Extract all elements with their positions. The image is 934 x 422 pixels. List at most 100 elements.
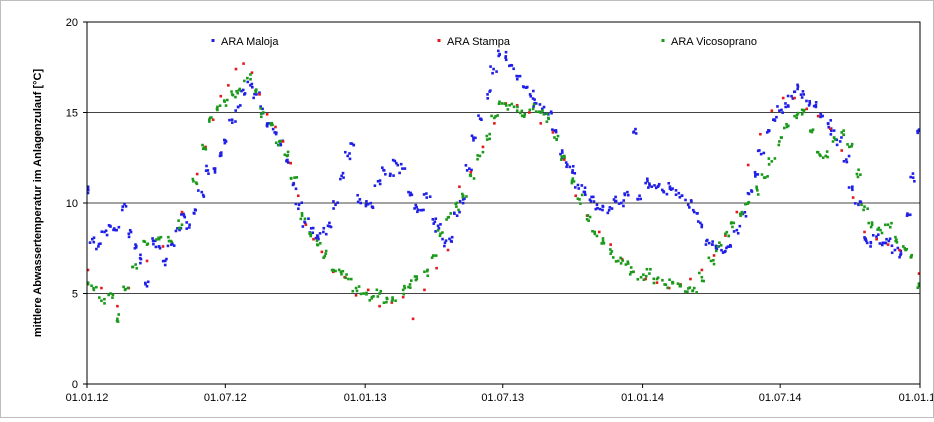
- point-ara-vicosoprano: [859, 173, 862, 176]
- point-ara-vicosoprano: [842, 129, 845, 132]
- point-ara-maloja: [875, 235, 878, 238]
- point-ara-maloja: [334, 203, 337, 207]
- point-ara-maloja: [241, 88, 245, 92]
- point-ara-stampa: [746, 163, 750, 167]
- point-ara-maloja: [382, 168, 385, 172]
- point-ara-vicosoprano: [370, 296, 373, 300]
- point-ara-maloja: [592, 200, 596, 203]
- point-ara-maloja: [911, 176, 915, 179]
- point-ara-maloja: [913, 179, 916, 183]
- point-ara-vicosoprano: [698, 271, 701, 275]
- point-ara-vicosoprano: [116, 317, 119, 321]
- point-ara-maloja: [472, 139, 475, 142]
- point-ara-maloja: [154, 245, 158, 249]
- point-ara-maloja: [348, 157, 352, 161]
- point-ara-maloja: [165, 257, 168, 261]
- point-ara-vicosoprano: [155, 238, 158, 241]
- point-ara-vicosoprano: [402, 292, 406, 296]
- point-ara-stampa: [100, 286, 103, 290]
- point-ara-vicosoprano: [910, 253, 914, 257]
- point-ara-stampa: [712, 254, 716, 257]
- point-ara-stampa: [793, 96, 796, 100]
- point-ara-maloja: [714, 244, 718, 248]
- point-ara-maloja: [725, 246, 728, 250]
- point-ara-vicosoprano: [478, 154, 482, 158]
- point-ara-vicosoprano: [485, 134, 489, 138]
- point-ara-maloja: [322, 226, 326, 230]
- legend-marker-ara-stampa: [437, 39, 441, 42]
- point-ara-vicosoprano: [724, 232, 727, 236]
- point-ara-vicosoprano: [702, 279, 706, 283]
- point-ara-maloja: [428, 195, 432, 199]
- point-ara-maloja: [790, 94, 793, 98]
- point-ara-maloja: [206, 169, 210, 172]
- point-ara-vicosoprano: [644, 274, 648, 278]
- point-ara-maloja: [230, 118, 234, 122]
- point-ara-vicosoprano: [555, 138, 558, 141]
- point-ara-maloja: [851, 188, 854, 192]
- point-ara-vicosoprano: [508, 103, 511, 107]
- point-ara-vicosoprano: [712, 262, 716, 266]
- point-ara-vicosoprano: [488, 137, 491, 141]
- point-ara-maloja: [601, 204, 604, 208]
- point-ara-maloja: [332, 207, 335, 210]
- point-ara-stampa: [551, 131, 555, 134]
- point-ara-stampa: [289, 161, 292, 165]
- point-ara-maloja: [413, 207, 416, 210]
- point-ara-maloja: [564, 161, 568, 164]
- point-ara-maloja: [92, 236, 96, 240]
- point-ara-maloja: [869, 241, 873, 245]
- point-ara-maloja: [582, 190, 586, 194]
- point-ara-maloja: [869, 245, 872, 248]
- point-ara-maloja: [560, 149, 564, 152]
- point-ara-maloja: [778, 109, 781, 112]
- point-ara-maloja: [784, 105, 787, 109]
- point-ara-vicosoprano: [528, 108, 532, 112]
- point-ara-vicosoprano: [879, 228, 882, 232]
- point-ara-maloja: [690, 200, 693, 203]
- y-tick-label: 15: [66, 108, 78, 120]
- point-ara-vicosoprano: [642, 273, 645, 276]
- point-ara-maloja: [463, 197, 466, 200]
- legend-label-ara-stampa: ARA Stampa: [447, 36, 511, 48]
- point-ara-maloja: [864, 239, 868, 243]
- point-ara-maloja: [899, 253, 902, 257]
- point-ara-maloja: [128, 228, 132, 232]
- point-ara-vicosoprano: [216, 105, 219, 109]
- point-ara-vicosoprano: [323, 254, 327, 258]
- point-ara-maloja: [515, 77, 519, 81]
- point-ara-vicosoprano: [332, 269, 335, 272]
- point-ara-maloja: [850, 186, 854, 189]
- point-ara-vicosoprano: [465, 195, 468, 198]
- point-ara-maloja: [759, 152, 763, 156]
- point-ara-stampa: [281, 140, 285, 143]
- point-ara-maloja: [311, 231, 315, 235]
- point-ara-maloja: [917, 128, 921, 131]
- y-tick-label: 20: [66, 17, 78, 29]
- point-ara-maloja: [193, 208, 197, 211]
- point-ara-vicosoprano: [719, 244, 723, 247]
- point-ara-vicosoprano: [707, 256, 711, 260]
- point-ara-maloja: [243, 92, 247, 95]
- point-ara-vicosoprano: [840, 131, 844, 134]
- point-ara-maloja: [791, 97, 795, 100]
- point-ara-vicosoprano: [848, 145, 851, 149]
- point-ara-stampa: [829, 127, 832, 131]
- point-ara-maloja: [309, 227, 313, 230]
- point-ara-vicosoprano: [157, 237, 161, 241]
- point-ara-maloja: [448, 237, 451, 241]
- point-ara-maloja: [786, 104, 790, 107]
- point-ara-maloja: [91, 237, 94, 241]
- point-ara-vicosoprano: [167, 235, 170, 239]
- point-ara-vicosoprano: [870, 221, 874, 224]
- point-ara-maloja: [366, 202, 370, 206]
- point-ara-maloja: [591, 195, 595, 199]
- point-ara-maloja: [265, 124, 269, 128]
- point-ara-maloja: [598, 207, 602, 211]
- point-ara-maloja: [396, 163, 400, 167]
- point-ara-vicosoprano: [167, 239, 171, 243]
- point-ara-stampa: [840, 149, 844, 152]
- point-ara-maloja: [180, 213, 183, 216]
- point-ara-maloja: [134, 243, 137, 246]
- point-ara-maloja: [905, 214, 909, 217]
